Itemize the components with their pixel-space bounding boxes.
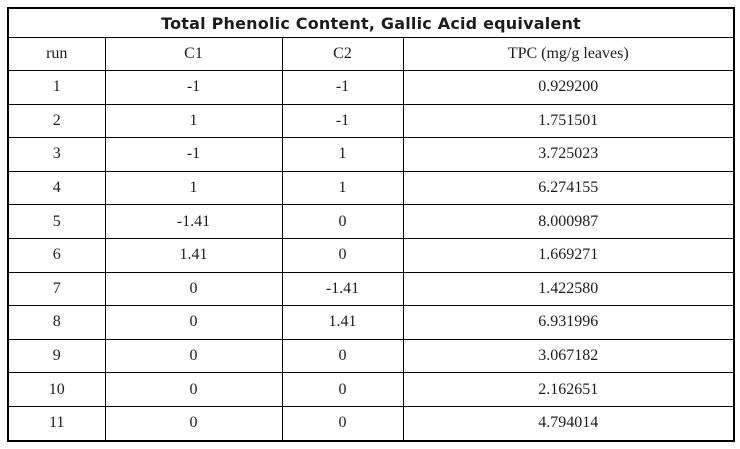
table-cell: 6 [7,237,106,273]
table-cell: 6.931996 [402,305,735,340]
table-cell: 9 [7,338,106,374]
table-cell: 0 [104,305,283,340]
table-cell: 11 [7,405,106,442]
table-row: 7 0 -1.41 1.422580 [7,271,735,307]
table-row: 1 -1 -1 0.929200 [7,70,735,105]
table-cell: 3.067182 [402,338,735,374]
table-cell: 0 [104,405,283,442]
table-cell: 1.422580 [402,271,735,307]
column-header-c2: C2 [281,37,404,71]
table-cell: 1 [104,103,283,139]
table-row: 4 1 1 6.274155 [7,170,735,206]
table-cell: 0 [104,372,283,407]
column-header-c1: C1 [104,37,283,71]
table-row: 10 0 0 2.162651 [7,372,735,407]
table-cell: 0 [281,204,404,239]
table-row: 11 0 0 4.794014 [7,405,735,442]
table-row: 5 -1.41 0 8.000987 [7,204,735,239]
table-cell: 0 [104,338,283,374]
table-cell: 1 [104,170,283,206]
phenolic-content-table: Total Phenolic Content, Gallic Acid equi… [7,7,736,442]
table-cell: 1.41 [281,305,404,340]
table-cell: 0 [281,237,404,273]
table-cell: 1 [7,70,106,105]
table-cell: 6.274155 [402,170,735,206]
table-body: 1 -1 -1 0.929200 2 1 -1 1.751501 3 -1 1 3.725023 4 1 1… [7,70,735,442]
table-cell: 0 [281,338,404,374]
table-cell: 0 [281,405,404,442]
table-cell: 8 [7,305,106,340]
table-cell: 1 [281,137,404,172]
table-row: 9 0 0 3.067182 [7,338,735,374]
table-title: Total Phenolic Content, Gallic Acid equi… [7,7,735,38]
table-cell: 0 [104,271,283,307]
table-row: 6 1.41 0 1.669271 [7,237,735,273]
table-row: 3 -1 1 3.725023 [7,137,735,172]
table-cell: 4.794014 [402,405,735,442]
table-cell: -1 [281,103,404,139]
table-header-row: run C1 C2 TPC (mg/g leaves) [7,37,735,71]
table-cell: 7 [7,271,106,307]
table-cell: 1.669271 [402,237,735,273]
table-cell: 3 [7,137,106,172]
table-cell: 4 [7,170,106,206]
table-row: 8 0 1.41 6.931996 [7,305,735,340]
table-cell: -1.41 [104,204,283,239]
column-header-run: run [7,37,106,71]
table-head: Total Phenolic Content, Gallic Acid equi… [7,7,735,71]
table-cell: 1.751501 [402,103,735,139]
table-cell: -1 [104,137,283,172]
column-header-tpc: TPC (mg/g leaves) [402,37,735,71]
table-cell: 8.000987 [402,204,735,239]
table-cell: 10 [7,372,106,407]
table-cell: 1.41 [104,237,283,273]
table-cell: 0.929200 [402,70,735,105]
table-row: 2 1 -1 1.751501 [7,103,735,139]
table-cell: 3.725023 [402,137,735,172]
table-cell: 5 [7,204,106,239]
table-cell: -1.41 [281,271,404,307]
table-cell: 2.162651 [402,372,735,407]
table-cell: 2 [7,103,106,139]
table-cell: -1 [104,70,283,105]
table-cell: 1 [281,170,404,206]
table-cell: -1 [281,70,404,105]
table-title-row: Total Phenolic Content, Gallic Acid equi… [7,7,735,38]
table-cell: 0 [281,372,404,407]
